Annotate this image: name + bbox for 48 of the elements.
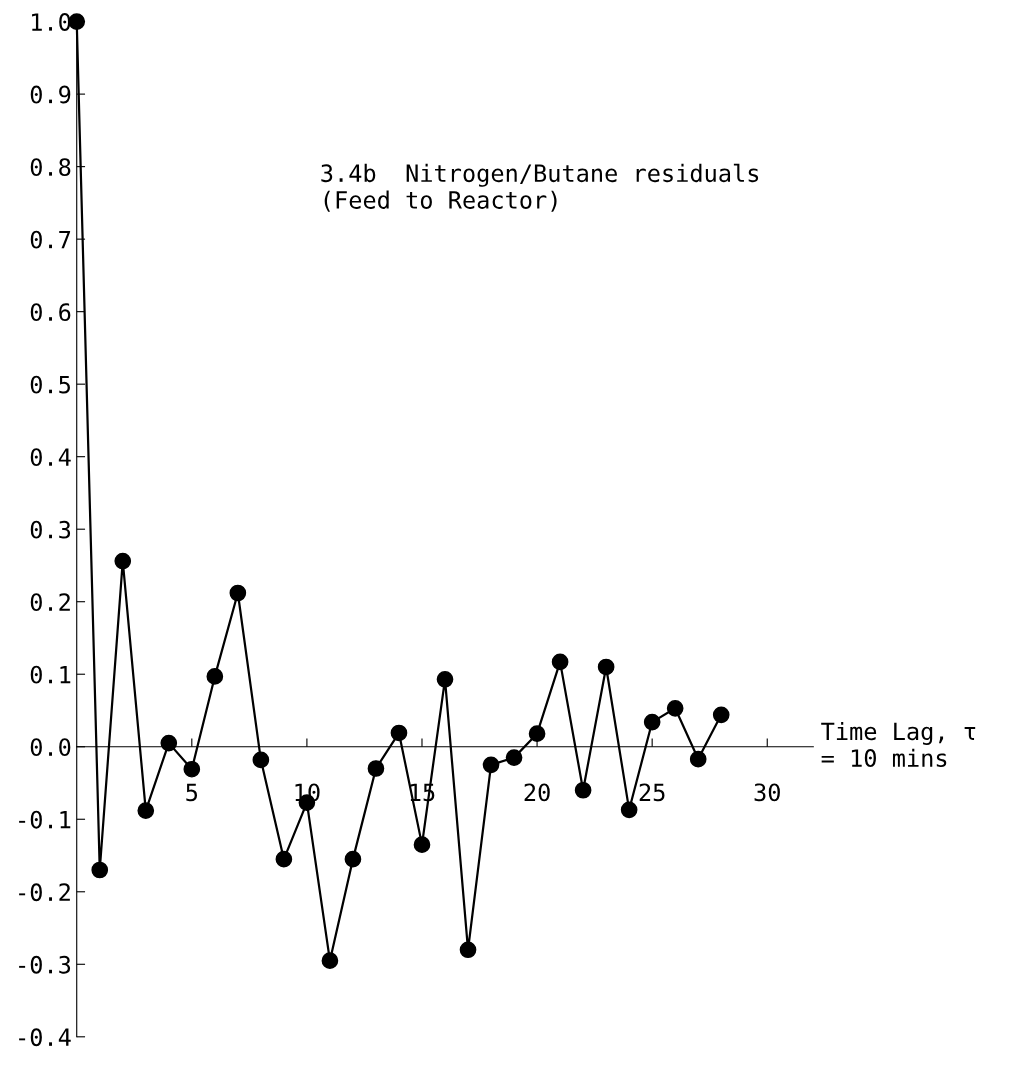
- point: [689, 750, 707, 768]
- point: [597, 658, 615, 676]
- point: [321, 952, 339, 969]
- point: [459, 941, 477, 959]
- point: [160, 734, 178, 752]
- x-tick-label: 20: [524, 783, 550, 802]
- point: [206, 668, 224, 685]
- y-tick-label: 0.1: [30, 665, 71, 684]
- point: [91, 861, 109, 879]
- x-tick-label: 25: [639, 783, 665, 802]
- y-tick-label: 0.6: [30, 303, 71, 322]
- y-tick-label: 0.4: [30, 448, 71, 467]
- point: [183, 760, 201, 778]
- point: [413, 836, 431, 853]
- x-tick-label: 30: [754, 783, 780, 802]
- y-tick-label: 1.0: [32, 13, 71, 31]
- point: [275, 850, 293, 868]
- y-tick-label: 0.7: [30, 230, 71, 249]
- y-tick-label: -0.3: [19, 955, 71, 974]
- point: [436, 670, 454, 688]
- x-axis-title: Time Lag, τ = 10 mins: [821, 721, 976, 767]
- point: [643, 713, 661, 731]
- point: [252, 751, 270, 769]
- point: [505, 749, 523, 766]
- y-tick-label: 0.3: [30, 520, 71, 539]
- point: [344, 850, 362, 868]
- y-tick-label: 0.0: [30, 738, 71, 757]
- y-tick-label: 0.5: [30, 375, 70, 394]
- text: 3.4b Nitrogen/Butane residuals (Feed to Reactor): [321, 163, 759, 212]
- point: [367, 760, 385, 777]
- y-tick-label: -0.2: [19, 883, 70, 902]
- point: [620, 801, 638, 819]
- y-tick-label: 0.8: [30, 158, 71, 176]
- point: [229, 584, 247, 602]
- point: [482, 756, 500, 774]
- point: [528, 725, 546, 743]
- point: [114, 552, 132, 570]
- y-tick-label: -0.1: [19, 810, 71, 829]
- point: [712, 706, 730, 724]
- y-tick-label: 0.9: [30, 85, 71, 104]
- point: [390, 724, 408, 742]
- point: [137, 802, 155, 819]
- point: [666, 699, 684, 717]
- point: [574, 781, 592, 799]
- y-tick-label: 0.2: [30, 593, 70, 612]
- y-tick-label: -0.4: [19, 1028, 71, 1047]
- point: [551, 653, 569, 671]
- x-tick-label: 5: [186, 783, 198, 802]
